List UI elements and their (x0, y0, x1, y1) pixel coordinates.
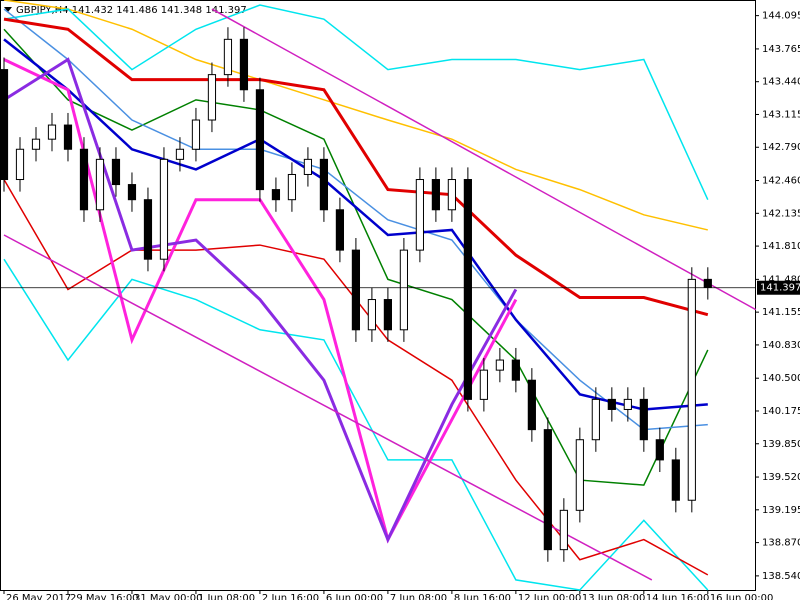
candle-body (703, 278, 712, 288)
x-tick-label: 16 Jun 00:00 (710, 593, 774, 600)
candle-body (655, 439, 664, 461)
candle-body (47, 124, 57, 140)
x-tick-label: 29 May 16:00 (70, 593, 139, 600)
y-tick-label: 140.830 (762, 340, 800, 351)
x-tick-label: 13 Jun 08:00 (582, 593, 646, 600)
candle-body (431, 179, 440, 211)
candle-body (479, 369, 488, 400)
candle-body (367, 299, 377, 331)
candle-body (207, 74, 217, 121)
candle-body (271, 189, 281, 201)
y-tick-label: 143.440 (762, 77, 800, 88)
indicator-line (3, 28, 709, 486)
candle-body (511, 359, 520, 381)
candle-body (63, 124, 73, 150)
candle-body (239, 38, 249, 91)
candle-body (15, 148, 25, 181)
x-tick-label: 6 Jun 00:00 (326, 593, 383, 600)
candle-body (335, 209, 345, 251)
y-tick-label: 142.790 (762, 142, 800, 153)
candle-body (351, 249, 361, 331)
y-tick-label: 143.115 (762, 109, 800, 120)
y-tick-label: 141.155 (762, 307, 800, 318)
candle-body (95, 158, 105, 211)
candle-body (31, 138, 41, 150)
candle-body (79, 148, 89, 211)
y-tick-label: 139.195 (762, 505, 800, 516)
x-tick-label: 31 May 00:00 (134, 593, 203, 600)
candle-body (447, 179, 456, 211)
candle-body (527, 379, 536, 431)
title-marker (4, 7, 12, 12)
candle-body (143, 199, 153, 260)
x-tick-label: 8 Jun 16:00 (454, 593, 511, 600)
candle-body (111, 158, 121, 186)
y-tick-label: 142.135 (762, 208, 800, 219)
candle-body (303, 158, 313, 175)
candle-body (543, 429, 552, 551)
y-tick-label: 143.765 (762, 44, 800, 55)
candle-body (0, 69, 9, 181)
candle-body (127, 184, 137, 201)
x-tick-label: 1 Jun 08:00 (198, 593, 255, 600)
y-tick-label: 144.095 (762, 11, 800, 22)
y-tick-label: 142.460 (762, 176, 800, 187)
plot-frame (0, 0, 756, 591)
x-tick-label: 14 Jun 16:00 (646, 593, 710, 600)
y-tick-label: 139.520 (762, 472, 800, 483)
candle-body (687, 278, 696, 501)
x-tick-label: 12 Jun 00:00 (518, 593, 582, 600)
y-tick-label: 139.850 (762, 439, 800, 450)
y-tick-label: 140.175 (762, 406, 800, 417)
indicator-line (3, 57, 518, 544)
y-tick-label: 138.540 (762, 571, 800, 582)
candle-body (159, 158, 169, 260)
candle-body (319, 158, 329, 211)
y-tick-label: 141.480 (762, 274, 800, 285)
candle-body (191, 119, 201, 150)
x-tick-label: 26 May 2017 (6, 593, 71, 600)
y-tick-label: 141.810 (762, 241, 800, 252)
candle-body (415, 179, 424, 251)
x-tick-label: 7 Jun 08:00 (390, 593, 447, 600)
candle-body (671, 459, 680, 501)
candle-body (623, 398, 632, 410)
candle-body (639, 398, 648, 441)
candle-body (575, 439, 584, 511)
indicator-line (211, 8, 757, 311)
candle-body (399, 249, 408, 331)
candle-body (223, 38, 233, 76)
last-price-box (757, 280, 800, 295)
indicator-line (3, 0, 708, 231)
candle-body (495, 359, 504, 371)
x-tick-label: 2 Jun 16:00 (262, 593, 319, 600)
candle-body (175, 148, 185, 160)
candle-body (383, 299, 392, 331)
y-tick-label: 140.500 (762, 373, 800, 384)
candle-body (559, 509, 568, 551)
indicator-line (3, 8, 708, 431)
y-tick-label: 138.870 (762, 538, 800, 549)
indicator-line (3, 17, 709, 317)
candle-body (255, 89, 265, 191)
indicator-line (3, 38, 708, 411)
candle-body (607, 398, 616, 410)
candle-body (287, 173, 297, 201)
indicator-line (3, 4, 709, 201)
candle-body (591, 398, 600, 441)
last-price-label: 141.397 (760, 283, 800, 294)
chart-title: GBPJPY,H4 141.432 141.486 141.348 141.39… (16, 5, 247, 16)
candle-body (463, 179, 472, 400)
